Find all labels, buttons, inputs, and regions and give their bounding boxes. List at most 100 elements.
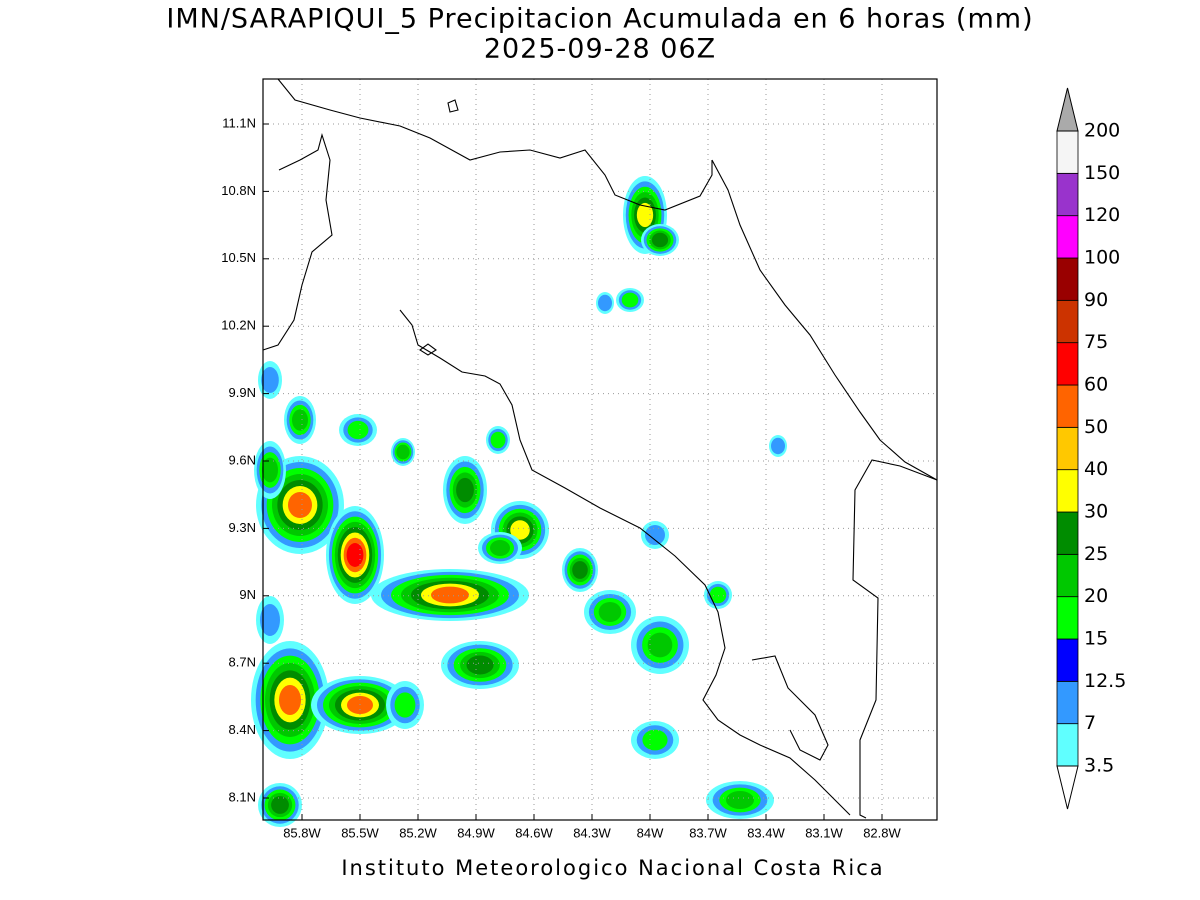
- precip-contour: [292, 409, 308, 431]
- precip-contour: [346, 543, 364, 567]
- precipitation-field: [251, 176, 787, 827]
- lon-label: 85.8W: [283, 825, 321, 840]
- lon-label: 84W: [637, 825, 664, 840]
- colorbar-label: 50: [1084, 416, 1108, 438]
- colorbar: 3.5 7 12.5 15 20 25 30 40 50 60 75 90 100 120 150 200: [1056, 87, 1126, 810]
- coastline: [399, 309, 851, 816]
- colorbar-label: 12.5: [1084, 670, 1126, 692]
- colorbar-label: 30: [1084, 501, 1108, 523]
- colorbar-label: 60: [1084, 374, 1108, 396]
- colorbar-segment: [1056, 130, 1079, 174]
- colorbar-label: 20: [1084, 585, 1108, 607]
- footer: Instituto Meteorologico Nacional Costa R…: [341, 856, 884, 880]
- colorbar-label: 3.5: [1084, 755, 1114, 777]
- colorbar-label: 7: [1084, 712, 1096, 734]
- colorbar-label: 25: [1084, 543, 1108, 565]
- precip-contour: [347, 420, 369, 440]
- lon-label: 85.5W: [341, 825, 379, 840]
- coastline: [419, 99, 459, 356]
- precip-contour: [288, 492, 312, 518]
- colorbar-segment: [1056, 469, 1079, 513]
- precip-contour: [642, 729, 668, 751]
- lon-label: 84.9W: [457, 825, 495, 840]
- precip-contour: [456, 477, 474, 503]
- lon-label: 85.2W: [399, 825, 437, 840]
- colorbar-segment: [1056, 680, 1079, 725]
- lon-label: 83.7W: [689, 825, 727, 840]
- colorbar-segment: [1056, 596, 1079, 640]
- coastline: [711, 159, 938, 481]
- precip-contour: [726, 791, 754, 809]
- subtitle: 2025-09-28 06Z: [484, 34, 716, 65]
- coastline: [277, 78, 713, 211]
- lon-label: 82.8W: [863, 825, 901, 840]
- precip-contour: [396, 444, 410, 460]
- lon-label: 83.1W: [805, 825, 843, 840]
- colorbar-segment: [1056, 257, 1079, 301]
- precip-contour: [572, 561, 588, 579]
- colorbar-label: 75: [1084, 331, 1108, 353]
- colorbar-label: 100: [1084, 247, 1120, 269]
- precip-contour: [771, 437, 785, 455]
- lat-label: 9.6N: [229, 452, 256, 467]
- lat-label: 8.4N: [229, 722, 256, 737]
- axes: 85.8W 85.5W 85.2W 84.9W 84.6W 84.3W 84W 83.7W 83…: [221, 115, 901, 840]
- precip-contour: [621, 292, 639, 308]
- lon-label: 84.3W: [573, 825, 611, 840]
- lat-label: 9N: [239, 587, 256, 602]
- precip-contour: [490, 540, 510, 556]
- colorbar-segment: [1056, 172, 1079, 217]
- precip-contour: [347, 696, 373, 714]
- precip-contour: [394, 692, 416, 718]
- grid: [263, 79, 937, 820]
- colorbar-segment: [1056, 426, 1079, 471]
- coastlines: [262, 78, 938, 819]
- lat-label: 10.8N: [221, 183, 256, 198]
- colorbar-segment: [1056, 342, 1079, 386]
- lon-label: 83.4W: [747, 825, 785, 840]
- colorbar-segment: [1056, 215, 1079, 259]
- coastline: [751, 655, 829, 761]
- colorbar-under-arrow: [1056, 765, 1079, 810]
- precip-contour: [431, 586, 469, 604]
- colorbar-over-arrow: [1056, 87, 1079, 132]
- precip-contour: [466, 655, 494, 675]
- map-frame: [262, 78, 938, 821]
- title: IMN/SARAPIQUI_5 Precipitacion Acumulada …: [166, 4, 1033, 35]
- colorbar-label: 40: [1084, 458, 1108, 480]
- precip-contour: [260, 604, 280, 636]
- precip-contour: [261, 367, 279, 393]
- colorbar-segment: [1056, 511, 1079, 555]
- precip-contour: [271, 796, 289, 814]
- lat-label: 8.1N: [229, 789, 256, 804]
- lat-label: 10.5N: [221, 250, 256, 265]
- precip-contour: [598, 602, 622, 622]
- precip-contour: [651, 232, 669, 248]
- coastline: [262, 133, 333, 351]
- lat-label: 9.9N: [229, 385, 256, 400]
- colorbar-segment: [1056, 384, 1079, 428]
- lat-label: 8.7N: [229, 655, 256, 670]
- colorbar-segment: [1056, 553, 1079, 598]
- colorbar-segment: [1056, 299, 1079, 344]
- precip-contour: [490, 431, 506, 449]
- colorbar-label: 90: [1084, 289, 1108, 311]
- precip-contour: [510, 520, 530, 540]
- precip-contour: [262, 457, 278, 483]
- colorbar-label: 120: [1084, 204, 1120, 226]
- precip-contour: [647, 632, 673, 658]
- lat-label: 11.1N: [222, 115, 256, 130]
- precip-contour: [279, 685, 301, 715]
- lon-label: 84.6W: [515, 825, 553, 840]
- precip-contour: [709, 586, 727, 604]
- coastline: [852, 459, 938, 819]
- precip-contour: [598, 294, 612, 312]
- lat-label: 9.3N: [229, 520, 256, 535]
- colorbar-label: 200: [1084, 120, 1120, 142]
- colorbar-label: 15: [1084, 628, 1108, 650]
- lat-label: 10.2N: [221, 318, 256, 333]
- colorbar-label: 150: [1084, 162, 1120, 184]
- colorbar-segment: [1056, 723, 1079, 767]
- colorbar-segment: [1056, 638, 1079, 682]
